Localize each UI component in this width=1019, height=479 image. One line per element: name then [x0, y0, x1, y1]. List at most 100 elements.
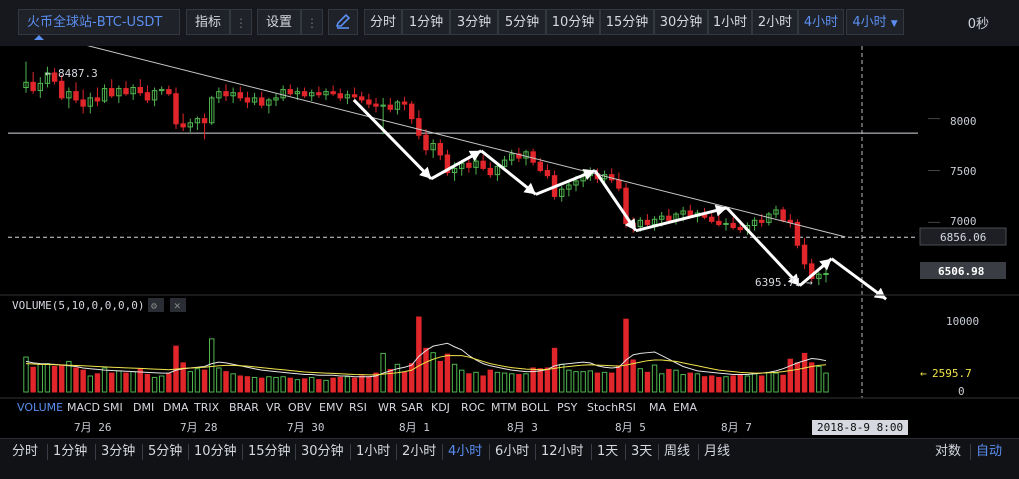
- pair-selector[interactable]: 火币全球站-BTC-USDT: [18, 9, 180, 35]
- bottom-interval-9[interactable]: 4小时: [448, 444, 483, 459]
- volume-bar: [109, 372, 115, 393]
- candle-body: [794, 221, 801, 246]
- log-scale-toggle[interactable]: 对数: [935, 444, 962, 459]
- volume-bar: [87, 375, 93, 393]
- x-label-0: 7月 26: [74, 421, 112, 434]
- candle-body: [273, 97, 279, 101]
- interval-3[interactable]: 5分钟: [498, 9, 546, 35]
- indicator-tab-obv[interactable]: OBV: [288, 401, 312, 414]
- bottom-interval-3[interactable]: 5分钟: [148, 444, 183, 459]
- interval-1[interactable]: 1分钟: [402, 9, 450, 35]
- candle-body: [759, 219, 765, 223]
- interval-0[interactable]: 分时: [364, 9, 402, 35]
- candle-body: [94, 97, 101, 102]
- interval-9[interactable]: 4小时: [798, 9, 844, 35]
- candle-body: [123, 88, 129, 95]
- kline-chart[interactable]: ← 8487.3 6395.71 → 8000 7500 7000 6856.0…: [0, 46, 1019, 438]
- indicator-tab-emv[interactable]: EMV: [319, 401, 343, 414]
- indicator-tab-ema[interactable]: EMA: [673, 401, 697, 414]
- bottom-interval-1[interactable]: 1分钟: [53, 444, 88, 459]
- bottom-interval-8[interactable]: 2小时: [402, 444, 437, 459]
- arrow-head: [523, 182, 536, 195]
- volume-bar: [144, 374, 151, 393]
- volume-settings-button[interactable]: [148, 298, 164, 312]
- indicator-tab-ma[interactable]: MA: [649, 401, 666, 414]
- candle-body: [737, 227, 743, 231]
- volume-bar: [744, 375, 751, 393]
- volume-bar: [530, 367, 536, 393]
- volume-bar: [444, 353, 451, 393]
- bottom-interval-5[interactable]: 15分钟: [248, 444, 291, 459]
- indicator-tab-psy[interactable]: PSY: [557, 401, 578, 414]
- volume-bar: [59, 365, 65, 393]
- volume-bar: [23, 356, 29, 393]
- interval-dropdown[interactable]: 4小时 ▼: [846, 9, 904, 35]
- indicators-button[interactable]: 指标: [186, 9, 230, 35]
- bottom-interval-7[interactable]: 1小时: [356, 444, 391, 459]
- volume-bar: [194, 368, 201, 393]
- bottom-interval-15[interactable]: 月线: [704, 444, 731, 459]
- bottom-interval-10[interactable]: 6小时: [495, 444, 530, 459]
- indicator-tab-dmi[interactable]: DMI: [133, 401, 154, 414]
- volume-tick-1: 0: [958, 385, 965, 398]
- volume-close-button[interactable]: [170, 298, 186, 312]
- auto-scale-toggle[interactable]: 自动: [976, 444, 1003, 459]
- indicator-tab-smi[interactable]: SMI: [103, 401, 123, 414]
- volume-bar: [580, 371, 586, 393]
- bottom-interval-14[interactable]: 周线: [664, 444, 691, 459]
- indicator-tab-boll[interactable]: BOLL: [521, 401, 550, 414]
- indicator-tab-rsi[interactable]: RSI: [349, 401, 367, 414]
- interval-8[interactable]: 2小时: [752, 9, 798, 35]
- candle-body: [480, 160, 486, 169]
- candle-body: [201, 118, 208, 124]
- bottom-interval-11[interactable]: 12小时: [541, 444, 584, 459]
- candle-body: [209, 97, 215, 124]
- candle-body: [80, 99, 86, 107]
- interval-2[interactable]: 3分钟: [450, 9, 498, 35]
- candle-body: [344, 94, 351, 99]
- candle-body: [359, 96, 365, 101]
- candle-body: [44, 72, 51, 84]
- candle-body: [116, 88, 122, 97]
- indicator-tab-dma[interactable]: DMA: [163, 401, 189, 414]
- candle-body: [680, 210, 686, 215]
- indicator-tab-macd[interactable]: MACD: [67, 401, 100, 414]
- candle-body: [530, 151, 536, 163]
- bottom-interval-2[interactable]: 3分钟: [101, 444, 136, 459]
- indicator-tab-brar[interactable]: BRAR: [229, 401, 259, 414]
- interval-6[interactable]: 30分钟: [654, 9, 708, 35]
- indicator-tab-wr[interactable]: WR: [378, 401, 397, 414]
- bottom-interval-6[interactable]: 30分钟: [301, 444, 344, 459]
- candle-body: [137, 87, 143, 94]
- indicator-tab-kdj[interactable]: KDJ: [431, 401, 450, 414]
- candle-body: [180, 123, 186, 128]
- indicator-tab-vr[interactable]: VR: [266, 401, 282, 414]
- candle-body: [151, 90, 158, 101]
- candle-body: [387, 104, 394, 110]
- bottom-interval-4[interactable]: 10分钟: [194, 444, 237, 459]
- settings-button[interactable]: 设置: [257, 9, 301, 35]
- indicators-more-icon[interactable]: ⋮: [230, 9, 252, 35]
- bottom-interval-13[interactable]: 3天: [631, 444, 653, 459]
- interval-4[interactable]: 10分钟: [546, 9, 600, 35]
- bottom-separator: [95, 444, 96, 460]
- bottom-interval-12[interactable]: 1天: [597, 444, 619, 459]
- interval-7[interactable]: 1小时: [708, 9, 752, 35]
- draw-tool-button[interactable]: [328, 9, 358, 35]
- indicator-tab-sar[interactable]: SAR: [401, 401, 424, 414]
- candle-body: [644, 219, 651, 225]
- settings-more-icon[interactable]: ⋮: [301, 9, 323, 35]
- volume-bar: [566, 369, 572, 393]
- volume-bar: [101, 367, 108, 393]
- indicator-tab-roc[interactable]: ROC: [461, 401, 485, 414]
- candle-body: [394, 101, 401, 110]
- indicator-tab-mtm[interactable]: MTM: [491, 401, 517, 414]
- bottom-interval-0[interactable]: 分时: [12, 444, 39, 459]
- indicator-tab-volume[interactable]: VOLUME: [17, 401, 63, 414]
- interval-5[interactable]: 15分钟: [600, 9, 654, 35]
- volume-bar: [323, 379, 329, 393]
- indicator-tab-stochrsi[interactable]: StochRSI: [587, 401, 636, 414]
- candle-body: [30, 81, 36, 92]
- volume-bar: [673, 369, 679, 393]
- indicator-tab-trix[interactable]: TRIX: [193, 401, 220, 414]
